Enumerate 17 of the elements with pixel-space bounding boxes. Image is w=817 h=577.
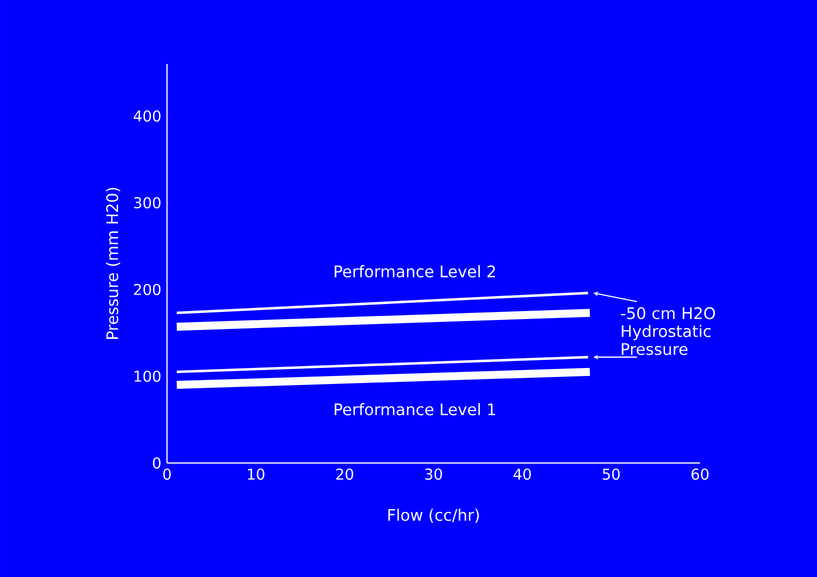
x-tick-label: 30 bbox=[425, 468, 442, 480]
y-tick-label: 0 bbox=[152, 457, 160, 469]
x-tick-label: 0 bbox=[163, 468, 171, 480]
x-axis-title: Flow (cc/hr) bbox=[388, 508, 479, 523]
x-tick-label: 20 bbox=[336, 468, 354, 480]
x-tick-label: 60 bbox=[692, 468, 709, 480]
annotation: -50 cm H2O Hydrostatic Pressure bbox=[621, 307, 715, 356]
y-tick-label: 300 bbox=[134, 197, 160, 208]
x-tick-label: 40 bbox=[514, 468, 531, 480]
x-tick-label: 50 bbox=[602, 468, 620, 480]
annotation: Performance Level 2 bbox=[334, 265, 495, 278]
y-tick-label: 100 bbox=[134, 370, 160, 382]
y-tick-label: 400 bbox=[134, 110, 160, 122]
annotation: Performance Level 1 bbox=[334, 403, 496, 416]
y-tick-label: 200 bbox=[134, 284, 160, 296]
y-axis-title: Pressure (mm H20) bbox=[106, 188, 120, 339]
x-tick-label: 10 bbox=[248, 468, 264, 480]
